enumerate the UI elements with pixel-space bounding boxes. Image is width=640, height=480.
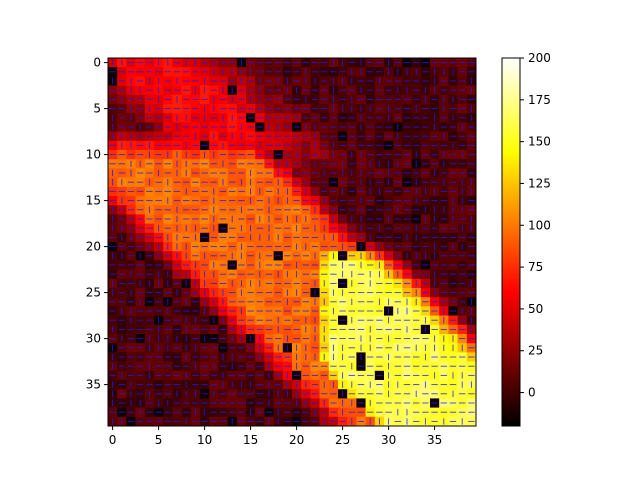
colorbar-tick-label: 100: [528, 218, 551, 232]
y-tick-label: 25: [86, 286, 101, 300]
colorbar-tick-label: 25: [528, 344, 543, 358]
x-tick-label: 35: [427, 433, 442, 447]
colorbar-tick-label: 175: [528, 93, 551, 107]
x-tick-label: 5: [155, 433, 163, 447]
colorbar-tick-label: 75: [528, 260, 543, 274]
colorbar-tick-label: 200: [528, 51, 551, 65]
plot-frame: [107, 57, 477, 427]
x-axis: 0 5 10 15 20 25 30 35: [109, 426, 442, 447]
y-tick-label: 30: [86, 332, 101, 346]
y-tick-label: 5: [93, 102, 101, 116]
colorbar-tick-label: 50: [528, 302, 543, 316]
quiver-arrows: [109, 59, 475, 425]
y-axis: 0 5 10 15 20 25 30 35: [86, 56, 108, 392]
colorbar-tick-label: 0: [528, 386, 536, 400]
colorbar-axis: 0 25 50 75 100 125 150 175 200: [520, 51, 551, 400]
x-tick-label: 20: [289, 433, 304, 447]
x-tick-label: 30: [381, 433, 396, 447]
x-tick-label: 10: [197, 433, 212, 447]
y-tick-label: 20: [86, 240, 101, 254]
colorbar-tick-label: 150: [528, 135, 551, 149]
y-tick-label: 10: [86, 148, 101, 162]
x-tick-label: 15: [243, 433, 258, 447]
heatmap-cells: [108, 58, 477, 427]
y-tick-label: 15: [86, 194, 101, 208]
y-tick-label: 35: [86, 378, 101, 392]
x-tick-label: 0: [109, 433, 117, 447]
y-tick-label: 0: [93, 56, 101, 70]
colorbar-tick-label: 125: [528, 176, 551, 190]
colorbar: [501, 57, 521, 427]
x-tick-label: 25: [335, 433, 350, 447]
